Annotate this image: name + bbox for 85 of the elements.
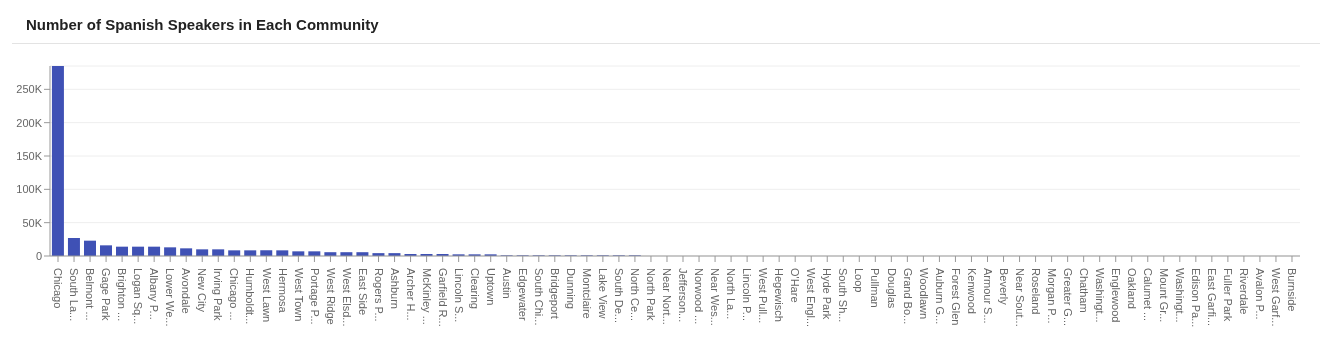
x-tick-label: North La...	[725, 268, 738, 320]
x-tick-label: Clearing	[468, 268, 481, 309]
x-tick-label: Albany P...	[148, 268, 161, 320]
x-tick-label: Greater G...	[1061, 268, 1074, 327]
x-tick-label: South Sh...	[837, 268, 850, 323]
x-tick-label: Logan Sq...	[132, 268, 145, 325]
x-tick-label: McKinley ...	[420, 268, 433, 325]
x-tick-label: Archer H...	[404, 268, 417, 321]
x-tick-label: Morgan P...	[1045, 268, 1058, 324]
x-tick-label: Roseland	[1029, 268, 1042, 315]
x-tick-label: Burnside	[1286, 268, 1299, 312]
x-tick-label: Kenwood	[965, 268, 978, 314]
x-tick-label: Pullman	[869, 268, 882, 308]
x-tick-label: Belmont ...	[84, 268, 97, 321]
x-tick-label: Dunning	[564, 268, 577, 309]
x-tick-label: Edgewater	[516, 268, 529, 321]
x-tick-label: North Park	[645, 268, 658, 322]
x-tick-label: South Chi...	[532, 268, 545, 326]
x-tick-label: Edison Pa...	[1189, 268, 1202, 328]
x-tick-label: South De...	[613, 268, 626, 324]
x-tick-label: Chatham	[1077, 268, 1090, 313]
x-tick-label: Calumet ...	[1141, 268, 1154, 322]
x-tick-label: West Ridge	[324, 268, 337, 325]
x-tick-label: Lake View	[597, 268, 610, 319]
x-tick-label: Chicago	[52, 268, 65, 309]
x-tick-label: Grand Bo...	[901, 268, 914, 325]
x-tick-label: East Side	[356, 268, 369, 316]
x-tick-label: Near Sout...	[1013, 268, 1026, 327]
x-tick-label: Uptown	[484, 268, 497, 306]
x-tick-label: Mount Gr...	[1157, 268, 1170, 323]
y-tick-label: 50K	[22, 216, 43, 229]
x-tick-label: Avondale	[180, 268, 193, 314]
x-tick-label: Jefferson...	[677, 268, 690, 323]
x-tick-label: Douglas	[885, 268, 898, 309]
x-tick-label: Lincoln S...	[452, 268, 465, 323]
y-tick-label: 100K	[16, 183, 43, 196]
chart-title: Number of Spanish Speakers in Each Community	[12, 8, 1320, 44]
x-tick-label: Riverdale	[1238, 268, 1251, 315]
x-tick-label: Auburn G...	[933, 268, 946, 325]
y-tick-label: 200K	[16, 116, 43, 129]
x-tick-label: West Town	[292, 268, 305, 322]
x-tick-label: Armour S...	[981, 268, 994, 324]
y-tick-label: 250K	[16, 83, 43, 96]
x-tick-label: Fuller Park	[1222, 268, 1235, 322]
x-tick-label: Bridgeport	[548, 268, 561, 319]
x-tick-label: Irving Park	[212, 268, 225, 322]
x-tick-label: Lincoln P...	[741, 268, 754, 322]
x-tick-label: New City	[196, 268, 209, 313]
x-tick-label: Avalon P...	[1254, 268, 1267, 320]
x-tick-label: West Pull...	[757, 268, 770, 324]
x-tick-label: Woodlawn	[917, 268, 930, 320]
x-tick-label: O'Hare	[789, 268, 802, 303]
x-tick-label: Brighton ...	[116, 268, 129, 322]
x-tick-label: Gage Park	[100, 268, 113, 322]
x-tick-label: Near Nort...	[661, 268, 674, 325]
x-tick-label: Hegewisch	[773, 268, 786, 322]
x-tick-label: Hyde Park	[821, 268, 834, 320]
x-tick-label: Hermosa	[276, 268, 289, 314]
x-tick-label: Rogers P...	[372, 268, 385, 322]
x-tick-label: Beverly	[997, 268, 1010, 306]
y-tick-label: 0	[35, 249, 42, 262]
x-tick-label: Englewood	[1109, 268, 1122, 323]
x-tick-label: Humboldt...	[244, 268, 257, 325]
x-tick-label: Chicago ...	[228, 268, 241, 321]
x-tick-label: Garfield R...	[436, 268, 449, 327]
x-tick-label: Near Wes...	[709, 268, 722, 326]
x-tick-label: West Elsd...	[340, 268, 353, 327]
x-tick-label: West Garf...	[1270, 268, 1283, 327]
x-tick-label: Oakland	[1125, 268, 1138, 309]
x-tick-label: Norwood ...	[693, 268, 706, 325]
y-tick-label: 150K	[16, 149, 43, 162]
x-tick-label: East Garfi...	[1206, 268, 1219, 327]
x-tick-label: Loop	[853, 268, 866, 293]
x-tick-label: Austin	[500, 268, 513, 299]
x-tick-label: Montclaire	[581, 268, 594, 319]
x-tick-label: South La...	[68, 268, 81, 322]
x-tick-label: Washingt...	[1173, 268, 1186, 323]
x-tick-label: West Lawn	[260, 268, 273, 323]
x-tick-label: North Ce...	[629, 268, 642, 322]
x-tick-label: Washingt...	[1093, 268, 1106, 323]
x-tick-label: Forest Glen	[949, 268, 962, 326]
x-tick-label: Portage P...	[308, 268, 321, 325]
x-tick-label: Lower We...	[164, 268, 177, 327]
x-tick-label: West Engl...	[805, 268, 818, 328]
x-tick-label: Ashburn	[388, 268, 401, 309]
